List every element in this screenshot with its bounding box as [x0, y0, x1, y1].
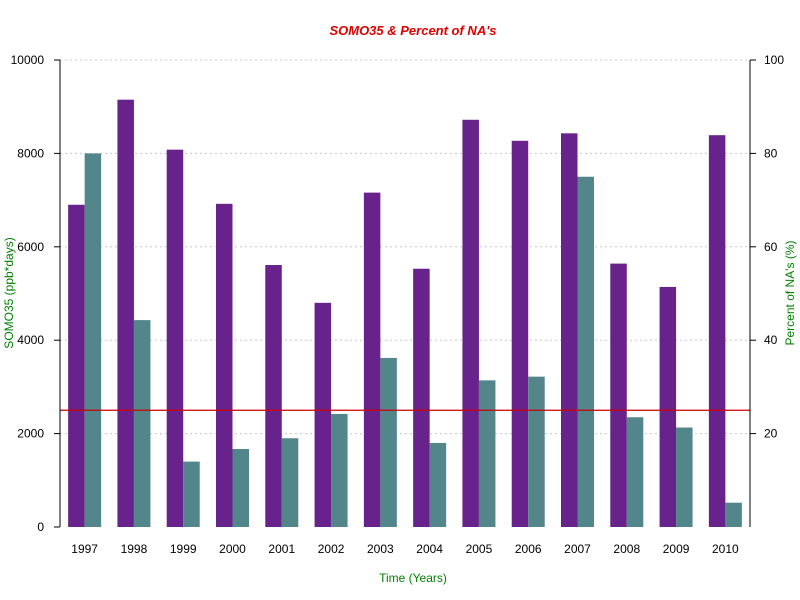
percent-na-bar: [331, 413, 348, 527]
percent-na-bar: [577, 176, 594, 527]
y-tick-label: 8000: [17, 146, 44, 160]
y-tick-label: 0: [37, 520, 44, 534]
x-tick-label: 2010: [712, 542, 739, 556]
y2-tick-label: 80: [764, 146, 778, 160]
percent-na-bar: [478, 380, 496, 527]
x-tick-label: 2006: [515, 542, 542, 556]
right-axis-ticks: 20 40 60 80 100: [750, 53, 784, 441]
x-tick-label: 2008: [613, 542, 640, 556]
axes: [59, 60, 751, 527]
y2-axis-title: Percent of NA's (%): [783, 241, 797, 346]
percent-na-bar: [528, 376, 545, 527]
somo35-bar: [561, 133, 578, 527]
percent-na-bar: [84, 153, 102, 527]
somo35-bar: [216, 203, 233, 527]
percent-na-bar: [133, 320, 151, 527]
y-axis-title: SOMO35 (ppb*days): [2, 237, 16, 348]
somo35-bar: [413, 268, 430, 527]
bars: [68, 99, 742, 528]
somo35-bar: [314, 302, 332, 527]
percent-na-bar: [380, 357, 397, 527]
x-tick-label: 2000: [219, 542, 246, 556]
y-tick-label: 2000: [17, 427, 44, 441]
percent-na-bar: [676, 427, 693, 527]
x-tick-label: 1998: [121, 542, 148, 556]
left-axis-ticks: 0 2000 4000 6000 8000 10000: [11, 53, 60, 534]
x-tick-label: 1997: [71, 542, 98, 556]
y2-tick-label: 40: [764, 333, 778, 347]
percent-na-bar: [725, 502, 742, 527]
percent-na-bar: [429, 442, 447, 527]
somo35-bar: [462, 119, 479, 527]
grid-lines: [60, 59, 750, 435]
y2-tick-label: 100: [764, 53, 784, 67]
y-tick-label: 6000: [17, 240, 44, 254]
percent-na-bar: [232, 449, 249, 527]
somo35-bar: [265, 265, 282, 527]
somo35-bar: [117, 99, 134, 527]
somo35-bar: [708, 135, 726, 527]
x-tick-label: 2002: [318, 542, 345, 556]
somo35-bar: [166, 149, 184, 527]
y-tick-label: 4000: [17, 333, 44, 347]
x-tick-label: 2001: [268, 542, 295, 556]
percent-na-bar: [626, 417, 644, 527]
x-tick-label: 2003: [367, 542, 394, 556]
chart-title: SOMO35 & Percent of NA's: [329, 23, 496, 38]
percent-na-bar: [183, 461, 200, 527]
x-tick-label: 1999: [170, 542, 197, 556]
x-tick-label: 2007: [564, 542, 591, 556]
percent-na-bar: [281, 438, 299, 527]
y2-tick-label: 20: [764, 427, 778, 441]
x-tick-label: 2009: [663, 542, 690, 556]
somo35-bar: [511, 140, 529, 527]
somo35-bar: [659, 286, 677, 527]
x-tick-label: 2004: [416, 542, 443, 556]
somo35-bar: [68, 204, 85, 527]
y2-tick-label: 60: [764, 240, 778, 254]
somo35-bar: [610, 263, 627, 527]
somo35-bar: [363, 192, 381, 528]
x-axis-ticks: 1997 1998 1999 2000 2001 2002 2003 2004 2005 2006…: [71, 542, 739, 556]
y-tick-label: 10000: [11, 53, 45, 67]
x-axis-title: Time (Years): [379, 571, 447, 585]
x-tick-label: 2005: [466, 542, 493, 556]
